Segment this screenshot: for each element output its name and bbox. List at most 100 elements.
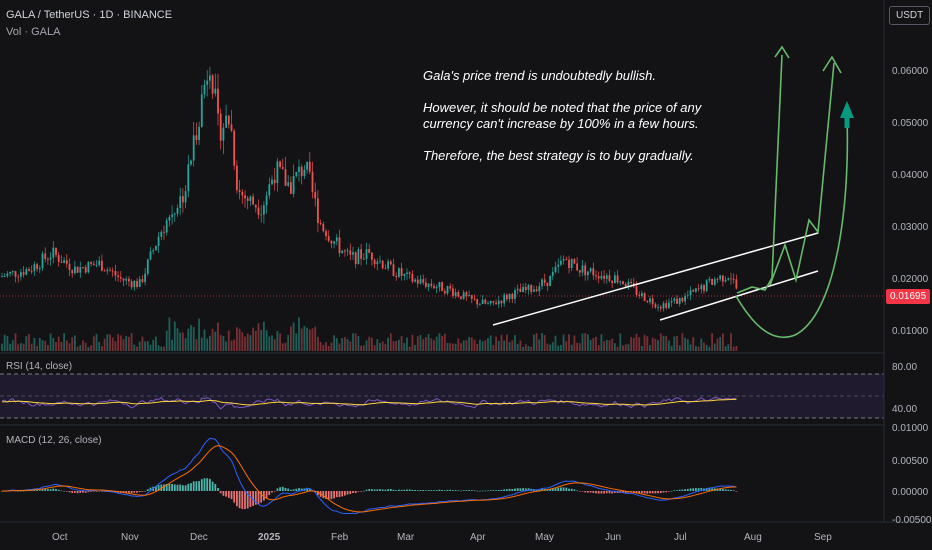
macd-histogram-bar	[306, 487, 308, 491]
volume-bar	[497, 340, 500, 351]
candle-body	[641, 293, 643, 296]
currency-selector[interactable]: USDT	[889, 6, 931, 25]
candle-body	[60, 261, 63, 263]
volume-bar	[581, 333, 584, 351]
volume-bar	[63, 333, 65, 351]
candle-body	[122, 278, 125, 281]
candle-body	[249, 196, 252, 201]
macd-histogram-bar	[349, 491, 352, 494]
volume-bar	[387, 337, 389, 351]
candle-body	[595, 275, 597, 277]
candle-body	[98, 260, 101, 265]
price-tick: 0.05000	[892, 118, 929, 129]
macd-histogram-bar	[730, 489, 732, 491]
volume-bar	[57, 336, 60, 351]
candle-body	[341, 250, 344, 254]
volume-bar	[368, 336, 371, 351]
volume-bar	[668, 340, 670, 351]
macd-histogram-bar	[300, 488, 303, 491]
macd-histogram-bar	[654, 491, 657, 494]
macd-histogram-bar	[484, 490, 487, 492]
rsi-label[interactable]: RSI (14, close)	[6, 361, 73, 372]
candle-body	[719, 275, 722, 280]
volume-bar	[360, 345, 362, 351]
macd-histogram-bar	[268, 491, 271, 495]
candle-body	[206, 80, 209, 85]
volume-label[interactable]: Vol · GALA	[6, 26, 61, 38]
macd-histogram-bar	[373, 489, 376, 491]
macd-histogram-bar	[562, 487, 565, 491]
projection-arrow-1-head	[774, 45, 790, 59]
macd-histogram-bar	[241, 491, 244, 510]
macd-histogram-bar	[389, 488, 392, 491]
macd-histogram-bar	[333, 491, 335, 499]
macd-histogram-bar	[55, 488, 57, 491]
candle-body	[319, 222, 322, 224]
volume-bar	[681, 333, 684, 351]
macd-histogram-bar	[263, 491, 265, 501]
candle-body	[384, 268, 387, 270]
candle-body	[362, 258, 365, 260]
macd-histogram-bar	[697, 488, 700, 491]
candle-body	[508, 293, 511, 300]
candle-body	[562, 259, 565, 261]
rsi-lines	[1, 396, 737, 410]
candle-body	[254, 204, 257, 208]
volume-bar	[103, 338, 106, 351]
volume-bar	[82, 340, 84, 351]
volume-bar	[419, 335, 422, 351]
candle-body	[49, 257, 52, 260]
candle-body	[522, 286, 524, 292]
volume-bar	[3, 334, 6, 351]
candle-body	[470, 295, 473, 299]
volume-bar	[87, 346, 90, 351]
volume-bar	[416, 336, 419, 351]
candle-body	[576, 263, 578, 271]
candle-body	[114, 270, 117, 276]
volume-bar	[462, 340, 465, 351]
candle-body	[662, 303, 665, 309]
volume-bar	[379, 342, 381, 351]
macd-histogram-bar	[76, 491, 79, 494]
candle-body	[344, 250, 346, 252]
macd-histogram-bar	[249, 491, 252, 508]
macd-histogram-bar	[344, 491, 346, 496]
candle-body	[427, 283, 430, 287]
macd-histogram-bar	[465, 490, 468, 491]
volume-bar	[268, 336, 271, 351]
candle-body	[317, 198, 319, 223]
symbol-title[interactable]: GALA / TetherUS · 1D · BINANCE	[6, 9, 173, 21]
annotation-line: currency can't increase by 100% in a few…	[423, 116, 699, 131]
macd-histogram-bar	[581, 491, 584, 492]
volume-bar	[646, 336, 649, 351]
volume-bar	[176, 328, 179, 351]
candle-body	[524, 286, 527, 290]
volume-bar	[565, 341, 568, 351]
volume-bar	[173, 321, 176, 351]
macd-label[interactable]: MACD (12, 26, close)	[6, 435, 102, 446]
macd-histogram-bar	[427, 490, 430, 491]
volume-bar	[649, 345, 651, 351]
volume-bar	[608, 340, 611, 351]
candle-body	[287, 182, 290, 186]
volume-bar	[236, 327, 238, 351]
macd-histogram-bar	[281, 486, 284, 491]
macd-histogram-bar	[611, 491, 614, 494]
macd-histogram-bar	[236, 491, 238, 507]
volume-bar	[171, 339, 173, 351]
candle-body	[327, 236, 330, 241]
candle-body	[727, 278, 730, 280]
time-axis: Oct Nov Dec 2025 Feb Mar Apr May Jun Jul…	[52, 532, 832, 543]
volume-bar	[38, 337, 41, 351]
macd-histogram-bar	[68, 491, 71, 493]
macd-histogram-bar	[603, 491, 605, 494]
time-tick: Mar	[397, 532, 415, 543]
candle-body	[71, 270, 74, 274]
volume-bar	[165, 330, 168, 351]
candle-body	[535, 289, 538, 292]
volume-bar	[473, 339, 476, 351]
volume-bar	[659, 333, 662, 351]
volume-bar	[514, 335, 516, 351]
volume-bar	[403, 343, 406, 351]
